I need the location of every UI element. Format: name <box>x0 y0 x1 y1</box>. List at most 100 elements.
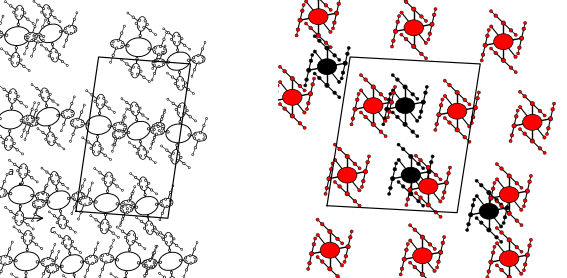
Circle shape <box>518 106 522 109</box>
Circle shape <box>163 52 165 54</box>
Circle shape <box>116 47 118 49</box>
Circle shape <box>62 183 64 186</box>
Circle shape <box>306 108 308 111</box>
Circle shape <box>125 272 128 274</box>
Ellipse shape <box>23 230 32 245</box>
Circle shape <box>185 269 188 271</box>
Circle shape <box>63 123 65 125</box>
Circle shape <box>164 235 167 237</box>
Circle shape <box>46 90 48 93</box>
Circle shape <box>150 223 153 225</box>
Circle shape <box>126 240 129 242</box>
Circle shape <box>76 12 78 14</box>
Circle shape <box>109 158 112 160</box>
Circle shape <box>6 52 8 54</box>
Circle shape <box>467 222 471 226</box>
Circle shape <box>470 121 473 125</box>
Circle shape <box>32 237 35 239</box>
Circle shape <box>42 131 44 134</box>
Circle shape <box>153 64 155 66</box>
Circle shape <box>428 243 432 246</box>
Circle shape <box>36 181 38 183</box>
Circle shape <box>172 102 175 105</box>
Circle shape <box>391 111 394 114</box>
Circle shape <box>447 172 450 175</box>
Circle shape <box>171 159 173 161</box>
Circle shape <box>167 61 170 63</box>
Ellipse shape <box>523 114 542 130</box>
Circle shape <box>157 125 159 128</box>
Circle shape <box>530 238 532 241</box>
Circle shape <box>29 240 32 242</box>
Circle shape <box>155 245 157 247</box>
Circle shape <box>89 198 91 200</box>
Circle shape <box>189 48 191 50</box>
Ellipse shape <box>131 102 139 116</box>
Circle shape <box>338 185 341 188</box>
Ellipse shape <box>308 9 328 25</box>
Circle shape <box>29 233 32 236</box>
Circle shape <box>386 116 390 119</box>
Circle shape <box>37 41 39 43</box>
Circle shape <box>48 201 50 203</box>
Circle shape <box>12 11 15 13</box>
Circle shape <box>171 76 174 78</box>
Circle shape <box>153 60 155 63</box>
Circle shape <box>401 147 405 151</box>
Circle shape <box>110 273 112 275</box>
Circle shape <box>387 98 391 101</box>
Circle shape <box>179 259 181 262</box>
Ellipse shape <box>193 132 206 141</box>
Circle shape <box>520 186 523 189</box>
Circle shape <box>177 112 179 114</box>
Circle shape <box>298 121 302 125</box>
Circle shape <box>39 206 41 208</box>
Circle shape <box>58 53 61 56</box>
Circle shape <box>152 229 154 232</box>
Circle shape <box>121 218 124 220</box>
Circle shape <box>73 96 75 98</box>
Circle shape <box>121 206 123 208</box>
Circle shape <box>172 185 174 187</box>
Circle shape <box>349 235 352 239</box>
Circle shape <box>158 272 160 274</box>
Circle shape <box>6 173 8 176</box>
Circle shape <box>24 233 27 235</box>
Circle shape <box>22 214 24 216</box>
Circle shape <box>468 103 471 106</box>
Circle shape <box>65 224 67 226</box>
Circle shape <box>441 98 444 101</box>
Ellipse shape <box>404 20 424 36</box>
Ellipse shape <box>100 254 114 263</box>
Circle shape <box>46 266 48 269</box>
Circle shape <box>160 145 163 147</box>
Circle shape <box>351 117 355 120</box>
Circle shape <box>146 272 148 275</box>
Circle shape <box>155 203 158 205</box>
Circle shape <box>143 227 145 229</box>
Circle shape <box>52 134 54 136</box>
Circle shape <box>121 45 123 48</box>
Circle shape <box>62 111 64 114</box>
Circle shape <box>127 44 129 47</box>
Circle shape <box>425 57 428 60</box>
Circle shape <box>137 73 139 75</box>
Circle shape <box>133 234 136 236</box>
Circle shape <box>59 177 61 179</box>
Circle shape <box>153 51 155 53</box>
Circle shape <box>138 66 140 69</box>
Circle shape <box>412 173 415 176</box>
Circle shape <box>29 32 31 34</box>
Circle shape <box>57 180 60 182</box>
Circle shape <box>428 32 431 36</box>
Circle shape <box>153 266 155 268</box>
Circle shape <box>132 240 134 243</box>
Circle shape <box>24 240 26 242</box>
Circle shape <box>514 33 517 36</box>
Circle shape <box>316 218 319 221</box>
Circle shape <box>169 155 171 157</box>
Circle shape <box>2 142 4 144</box>
Ellipse shape <box>184 255 197 264</box>
Circle shape <box>20 15 23 17</box>
Circle shape <box>338 96 341 99</box>
